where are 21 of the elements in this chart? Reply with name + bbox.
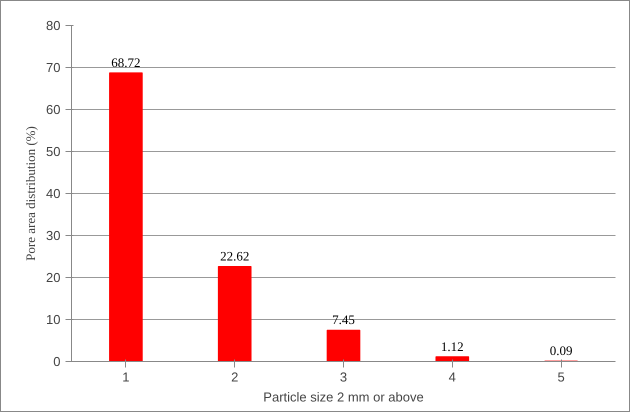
y-tick-label: 40 <box>46 186 61 201</box>
y-tick-label: 30 <box>46 228 61 243</box>
y-tick-label: 60 <box>46 102 61 117</box>
x-tick-label: 5 <box>557 370 565 384</box>
y-axis-title: Pore area distribution (%) <box>23 126 38 261</box>
x-axis-title: Particle size 2 mm or above <box>263 390 424 404</box>
data-label: 1.12 <box>440 338 464 354</box>
data-label: 68.72 <box>111 54 141 70</box>
y-tick-label: 10 <box>46 312 61 327</box>
x-tick-label: 1 <box>122 370 130 384</box>
x-tick-label: 4 <box>448 370 456 384</box>
data-label: 0.09 <box>550 343 572 358</box>
y-tick-label: 0 <box>53 354 61 369</box>
x-tick-label: 3 <box>340 370 348 384</box>
y-tick-label: 50 <box>46 144 61 159</box>
data-label: 22.62 <box>220 248 250 264</box>
y-tick-label: 80 <box>46 18 61 33</box>
data-label: 7.45 <box>332 312 355 328</box>
y-tick-label: 20 <box>46 270 61 285</box>
x-tick-label: 2 <box>231 370 238 384</box>
y-tick-label: 70 <box>46 60 61 75</box>
